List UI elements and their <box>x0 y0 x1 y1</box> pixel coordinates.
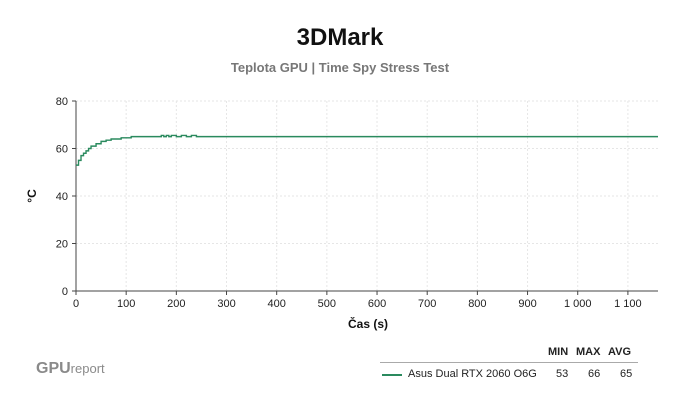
series-line <box>76 134 658 166</box>
x-tick-label: 700 <box>418 298 436 310</box>
axes <box>72 100 658 295</box>
x-tick-label: 400 <box>268 298 286 310</box>
x-tick-label: 0 <box>73 298 79 310</box>
grid <box>76 100 658 291</box>
y-tick-label: 60 <box>56 144 68 156</box>
x-tick-label: 900 <box>518 298 536 310</box>
x-tick-label: 200 <box>167 298 185 310</box>
x-tick-label: 600 <box>368 298 386 310</box>
chart-subtitle: Teplota GPU | Time Spy Stress Test <box>230 60 450 75</box>
logo-main: GPU <box>36 360 71 377</box>
x-tick-label: 300 <box>217 298 235 310</box>
legend-max-value: 66 <box>588 368 601 380</box>
legend-header-max: MAX <box>576 346 601 358</box>
x-tick-label: 100 <box>117 298 135 310</box>
chart-title: 3DMark <box>296 24 384 51</box>
legend-avg-value: 65 <box>620 368 633 380</box>
legend-header-min: MIN <box>548 346 569 358</box>
legend-series-name: Asus Dual RTX 2060 O6G <box>408 368 537 380</box>
gpureport-logo: GPUreport <box>36 360 105 378</box>
y-tick-label: 20 <box>56 239 68 251</box>
y-axis-label: °C <box>25 189 39 203</box>
tick-labels: 0 100 200 300 400 500 600 700 800 900 1 000 1 10002… <box>56 96 642 310</box>
y-tick-label: 40 <box>56 191 68 203</box>
logo-sub: report <box>70 361 105 376</box>
x-tick-label: 1 000 <box>564 298 592 310</box>
legend-header-avg: AVG <box>608 346 632 358</box>
legend-header: MIN MAX AVG <box>380 346 638 363</box>
legend-min-value: 53 <box>556 368 569 380</box>
y-tick-label: 0 <box>62 286 68 298</box>
legend-row: Asus Dual RTX 2060 O6G 53 66 65 <box>380 368 638 384</box>
x-axis-label: Čas (s) <box>348 316 388 331</box>
x-tick-label: 500 <box>318 298 336 310</box>
series-lines <box>76 134 658 166</box>
x-tick-label: 800 <box>468 298 486 310</box>
y-tick-label: 80 <box>56 96 68 108</box>
legend-swatch <box>382 374 402 376</box>
x-tick-label: 1 100 <box>614 298 642 310</box>
